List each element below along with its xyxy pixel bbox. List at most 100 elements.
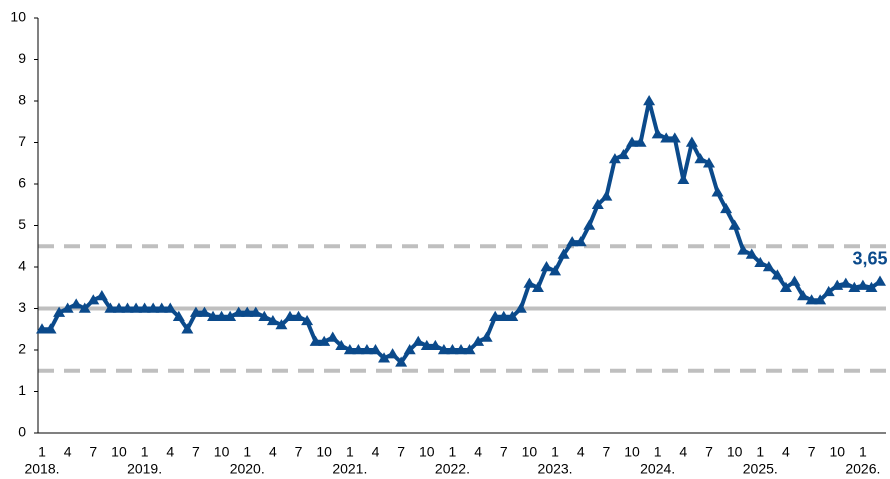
marker [369, 344, 382, 355]
marker [643, 95, 656, 106]
value-label: 3,65 [852, 248, 887, 268]
x-tick-label: 4 [64, 444, 72, 460]
x-tick-label: 4 [474, 444, 482, 460]
marker [147, 302, 160, 313]
y-tick-label: 2 [18, 341, 26, 357]
marker [224, 310, 237, 321]
marker [702, 157, 715, 168]
marker [275, 319, 288, 330]
y-tick-label: 6 [18, 175, 26, 191]
marker [301, 314, 314, 326]
marker [429, 339, 442, 351]
marker [779, 281, 792, 292]
marker [720, 202, 733, 214]
marker [463, 344, 476, 355]
x-year-label: 2023. [538, 461, 573, 477]
marker [412, 335, 425, 346]
x-tick-label: 10 [829, 444, 845, 460]
marker [61, 302, 74, 313]
marker [386, 348, 399, 359]
x-tick-label: 7 [602, 444, 610, 460]
y-tick-label: 7 [18, 133, 26, 149]
marker [70, 298, 83, 309]
marker [309, 335, 322, 346]
marker [762, 261, 775, 272]
marker [378, 352, 391, 363]
marker [446, 344, 459, 355]
marker [677, 173, 690, 185]
y-tick-label: 1 [18, 382, 26, 398]
marker [266, 314, 279, 326]
x-year-label: 2018. [24, 461, 59, 477]
marker [78, 302, 91, 313]
marker [455, 344, 467, 355]
x-year-label: 2024. [640, 461, 675, 477]
marker [711, 186, 724, 197]
marker [138, 302, 151, 313]
marker [343, 344, 356, 355]
marker [506, 310, 519, 321]
x-tick-label: 1 [551, 444, 559, 460]
x-year-label: 2019. [127, 461, 162, 477]
marker [395, 356, 408, 367]
marker [104, 302, 117, 313]
x-tick-label: 10 [419, 444, 435, 460]
marker [566, 236, 579, 247]
marker [805, 294, 818, 305]
marker [420, 339, 433, 351]
x-tick-label: 1 [346, 444, 354, 460]
marker [292, 310, 305, 321]
x-tick-label: 1 [38, 444, 46, 460]
marker [754, 256, 767, 268]
marker [36, 323, 48, 334]
series-line [42, 99, 882, 365]
marker [53, 306, 66, 317]
x-year-label: 2026. [845, 461, 880, 477]
marker [437, 344, 450, 355]
marker [651, 128, 664, 139]
marker [514, 302, 527, 313]
marker [472, 335, 485, 346]
marker [574, 236, 587, 247]
x-year-label: 2021. [332, 461, 367, 477]
x-tick-label: 4 [577, 444, 585, 460]
x-tick-label: 10 [727, 444, 743, 460]
y-tick-label: 10 [10, 9, 26, 25]
x-tick-label: 4 [782, 444, 790, 460]
x-year-label: 2022. [435, 461, 470, 477]
x-tick-label: 7 [500, 444, 508, 460]
marker [480, 331, 493, 342]
marker [112, 302, 125, 313]
marker [600, 190, 613, 201]
marker [856, 279, 869, 290]
marker [694, 153, 707, 164]
marker [215, 310, 228, 321]
marker [207, 310, 220, 321]
marker [326, 331, 339, 342]
marker [583, 219, 596, 230]
marker [737, 244, 750, 255]
marker [591, 198, 604, 209]
marker [608, 153, 621, 164]
marker [44, 323, 57, 334]
marker [839, 277, 852, 288]
x-tick-label: 7 [397, 444, 405, 460]
marker [523, 277, 536, 288]
x-tick-label: 4 [372, 444, 380, 460]
x-tick-label: 4 [166, 444, 174, 460]
marker [403, 344, 416, 355]
marker [155, 302, 168, 313]
marker [283, 310, 296, 321]
y-tick-label: 3 [18, 299, 26, 315]
marker [318, 335, 331, 346]
marker [549, 265, 562, 276]
marker [557, 248, 570, 259]
x-tick-label: 7 [705, 444, 713, 460]
marker [771, 269, 784, 280]
marker [788, 275, 801, 286]
marker [352, 344, 365, 355]
marker [685, 136, 698, 147]
x-tick-label: 7 [192, 444, 200, 460]
